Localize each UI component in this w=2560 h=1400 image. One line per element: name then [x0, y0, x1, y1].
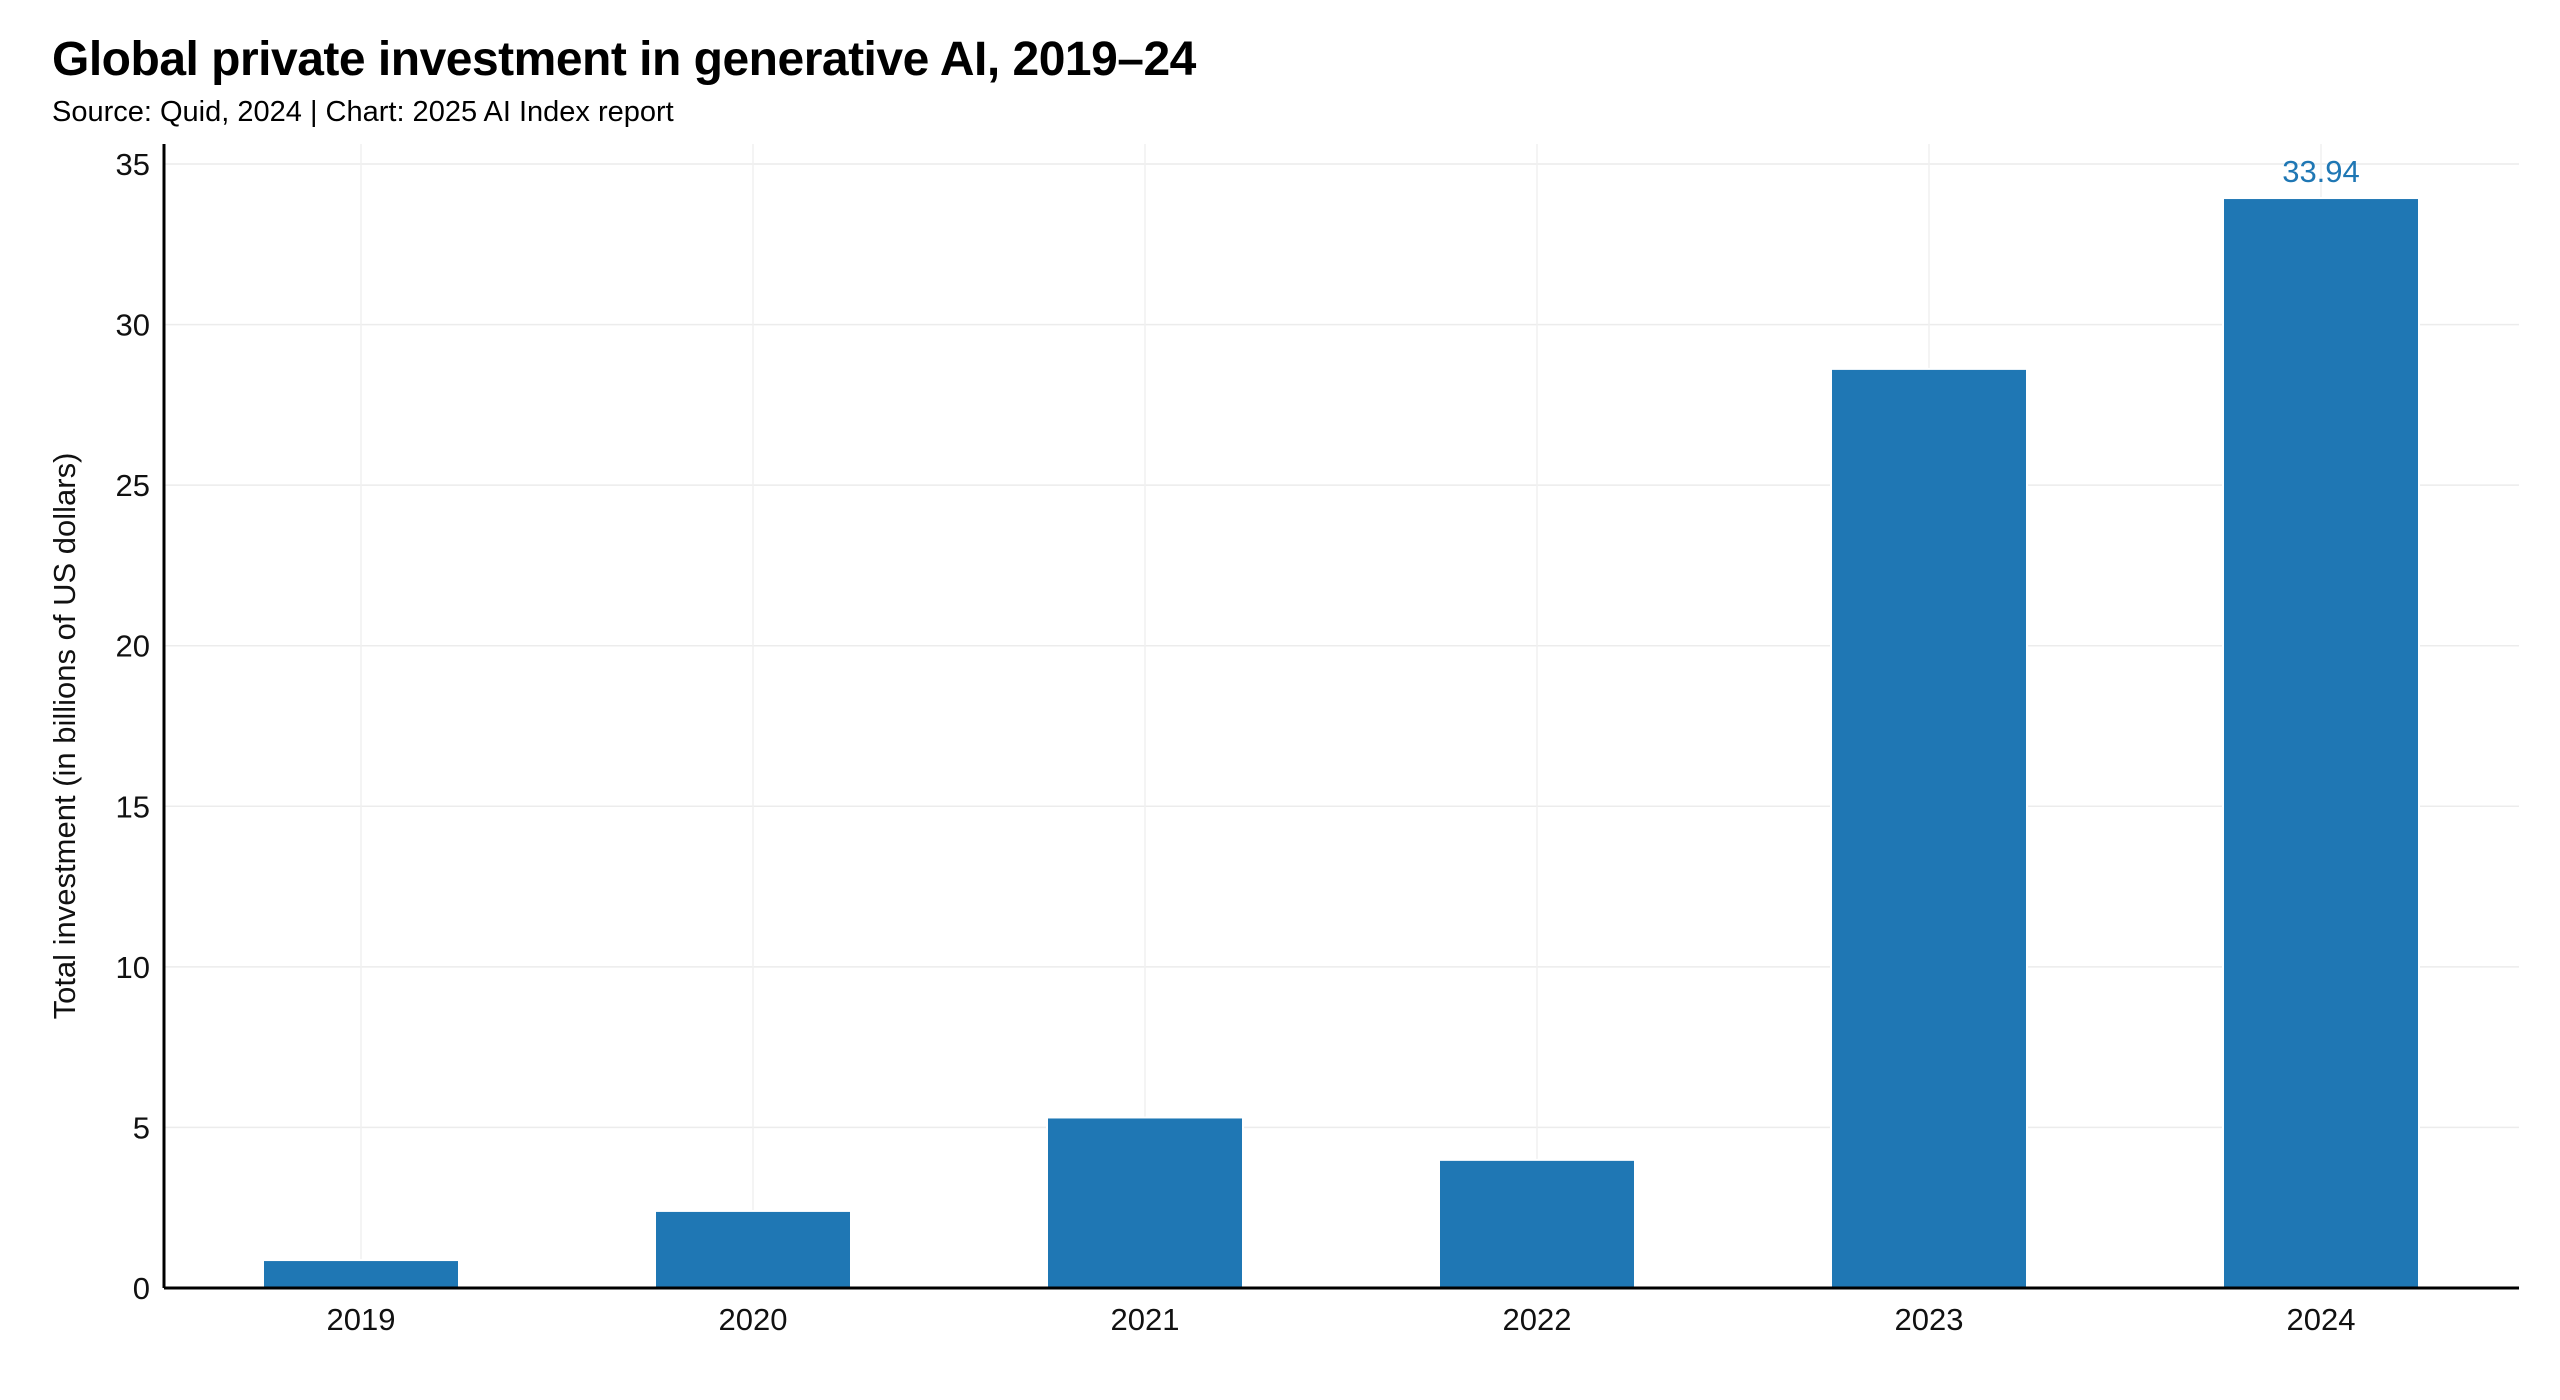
bar-2022 [1438, 1158, 1636, 1290]
x-tick-label: 2022 [1503, 1302, 1572, 1337]
bar-2020 [654, 1209, 852, 1289]
y-tick-label: 15 [116, 789, 150, 824]
y-tick-label: 20 [116, 629, 150, 664]
x-tick-label: 2019 [327, 1302, 396, 1337]
bar-2023 [1830, 367, 2028, 1289]
chart-title: Global private investment in generative … [52, 33, 1196, 86]
y-tick-label: 5 [133, 1110, 150, 1145]
y-tick-label: 35 [116, 147, 150, 182]
x-tick-label: 2021 [1111, 1302, 1180, 1337]
x-tick-label: 2020 [719, 1302, 788, 1337]
x-tick-label: 2024 [2287, 1302, 2356, 1337]
x-tick-label: 2023 [1895, 1302, 1964, 1337]
data-label-2024: 33.94 [2282, 154, 2360, 189]
y-tick-label: 25 [116, 468, 150, 503]
y-axis-label: Total investment (in billions of US doll… [47, 453, 82, 1020]
bar-2024 [2222, 197, 2420, 1289]
y-tick-label: 30 [116, 308, 150, 343]
y-tick-label: 10 [116, 950, 150, 985]
bar-2021 [1046, 1116, 1244, 1289]
chart-subtitle: Source: Quid, 2024 | Chart: 2025 AI Inde… [52, 96, 674, 128]
bar-2019 [262, 1259, 460, 1289]
y-tick-label: 0 [133, 1271, 150, 1306]
